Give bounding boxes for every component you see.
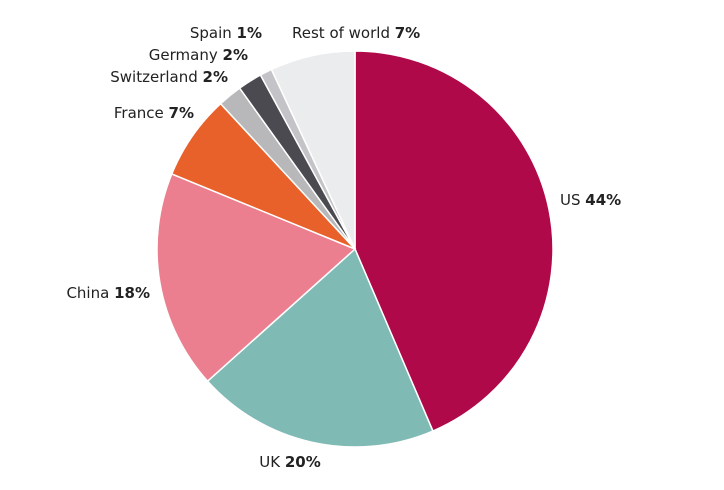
slice-label: Spain 1% [190, 24, 262, 42]
slice-name: Switzerland [110, 68, 198, 86]
slice-value: 44% [585, 191, 621, 209]
slice-value: 20% [285, 453, 321, 471]
slice-label: US 44% [560, 191, 621, 209]
pie-slice [354, 50, 554, 433]
slice-value: 2% [223, 46, 248, 64]
slice-label: France 7% [114, 104, 194, 122]
slice-name: US [560, 191, 581, 209]
slice-value: 2% [203, 68, 228, 86]
slice-value: 7% [395, 24, 420, 42]
slice-value: 7% [169, 104, 194, 122]
pie-slice [270, 50, 356, 250]
slice-value: 18% [114, 284, 150, 302]
slice-label: UK 20% [259, 453, 321, 471]
pie-slice [156, 172, 357, 383]
slice-name: France [114, 104, 164, 122]
slice-label: China 18% [66, 284, 150, 302]
slice-label: Rest of world 7% [292, 24, 420, 42]
slice-name: Spain [190, 24, 232, 42]
pie-slice [206, 247, 434, 448]
slice-name: UK [259, 453, 281, 471]
slice-label: Germany 2% [149, 46, 248, 64]
slice-name: China [66, 284, 109, 302]
slice-value: 1% [237, 24, 262, 42]
slice-label: Switzerland 2% [110, 68, 228, 86]
slice-name: Rest of world [292, 24, 390, 42]
slice-name: Germany [149, 46, 218, 64]
